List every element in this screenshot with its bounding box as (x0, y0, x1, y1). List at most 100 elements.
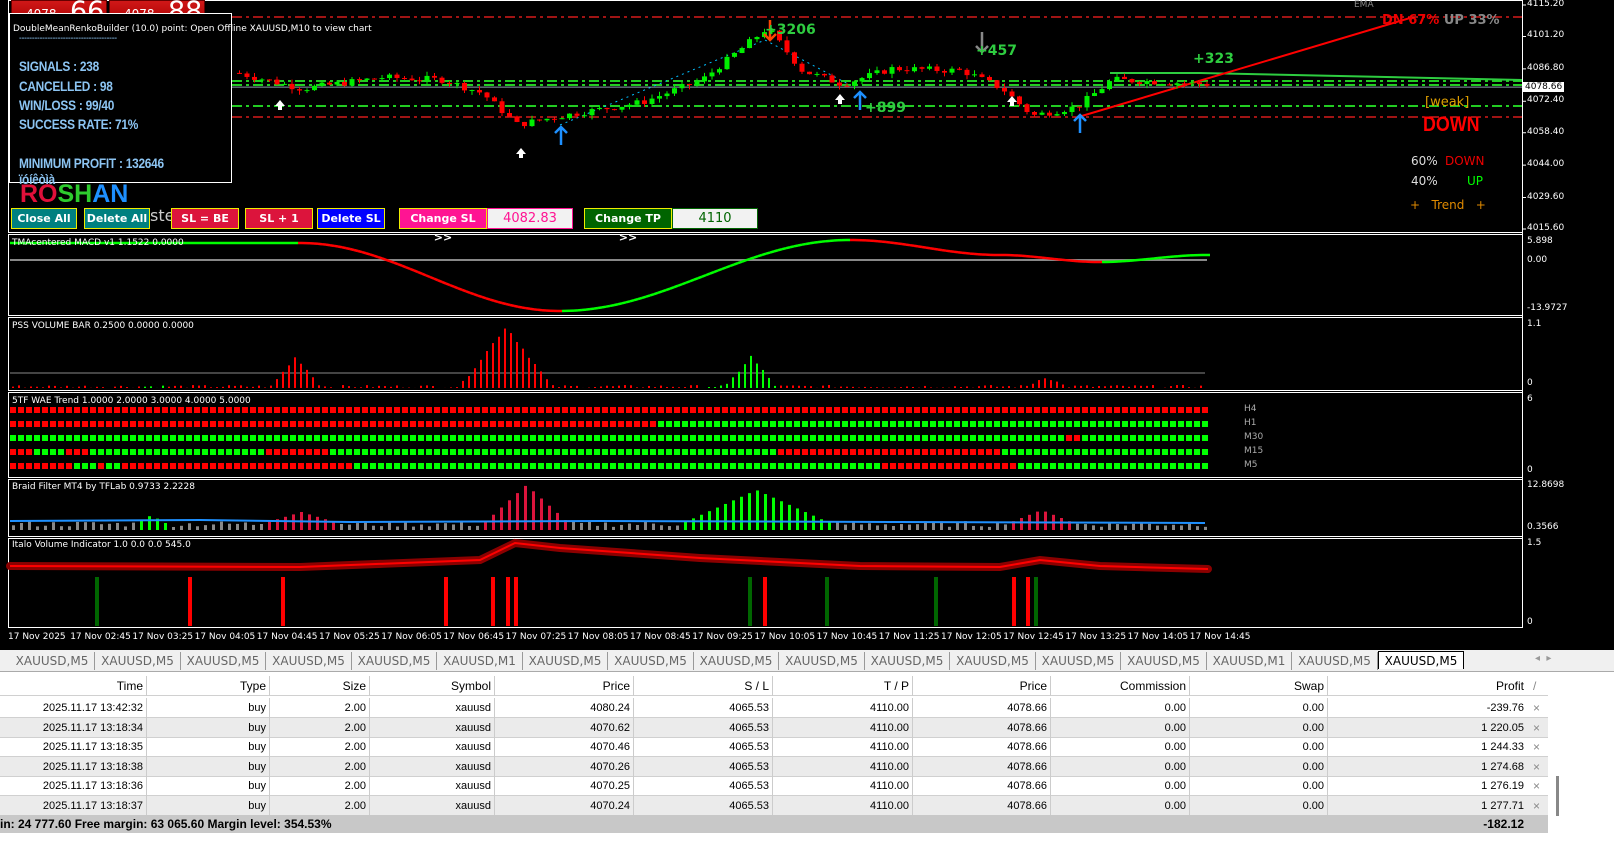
column-header[interactable]: Swap (1190, 676, 1328, 696)
pss-bar (222, 386, 224, 388)
wae-cell (1162, 449, 1168, 455)
tab-chart[interactable]: XAUUSD,M5 (267, 652, 352, 670)
price-tick: 4044.00 (1527, 159, 1565, 170)
delete-all-button[interactable]: Delete All (84, 208, 150, 229)
close-position-icon[interactable]: × (1533, 759, 1541, 774)
macd-line-segment (517, 305, 523, 309)
tp-value-input[interactable]: 4110 (672, 208, 758, 229)
macd-line-segment (697, 275, 703, 280)
table-row[interactable]: 2025.11.17 13:18:37 buy 2.00 xauusd 4070.24 4… (0, 796, 1548, 816)
table-row[interactable]: 2025.11.17 13:18:34 buy 2.00 xauusd 4070.62 4… (0, 717, 1548, 738)
wae-cell (178, 463, 184, 469)
close-position-icon[interactable]: × (1533, 779, 1541, 794)
macd-line-segment (521, 306, 527, 310)
tab-chart[interactable]: XAUUSD,M5 (10, 652, 95, 670)
tab-chart[interactable]: XAUUSD,M5 (1378, 651, 1464, 669)
braid-bar (476, 525, 479, 530)
panel-border (8, 317, 1523, 391)
wae-cell (1090, 449, 1096, 455)
close-position-icon[interactable]: × (1533, 740, 1541, 755)
bull-candle (724, 56, 730, 70)
tab-chart[interactable]: XAUUSD,M5 (1122, 652, 1207, 670)
macd-line-segment (357, 249, 363, 254)
table-row[interactable]: 2025.11.17 13:18:36 buy 2.00 xauusd 4070.25 4… (0, 776, 1548, 797)
tab-chart[interactable]: XAUUSD,M5 (694, 652, 779, 670)
wae-cell (986, 407, 992, 413)
column-header[interactable]: Type (147, 676, 270, 696)
time-tick: 17 Nov 08:45 (630, 632, 691, 642)
wae-cell (946, 449, 952, 455)
change-tp-button[interactable]: Change TP >> (584, 208, 672, 244)
braid-bar (412, 526, 415, 530)
sl-plus-one-button[interactable]: SL + 1 (245, 208, 313, 229)
profit-label: +323 (1193, 51, 1234, 67)
table-row[interactable]: 2025.11.17 13:18:35 buy 2.00 xauusd 4070.46 4… (0, 737, 1548, 758)
tab-scroll-arrows[interactable]: ◂ ▸ (1535, 653, 1552, 664)
wae-cell (282, 435, 288, 441)
wae-cell (378, 463, 384, 469)
tab-chart[interactable]: XAUUSD,M5 (865, 652, 950, 670)
wae-cell (1018, 449, 1024, 455)
table-row[interactable]: 2025.11.17 13:18:38 buy 2.00 xauusd 4070.26 4… (0, 756, 1548, 777)
column-header[interactable]: Price (495, 676, 634, 696)
close-position-icon[interactable]: × (1533, 720, 1541, 735)
bear-candle (552, 118, 557, 120)
wae-cell (378, 407, 384, 413)
table-row[interactable]: 2025.11.17 13:42:32 buy 2.00 xauusd 4080.24 4… (0, 698, 1548, 718)
table-cell: 0.00 (1051, 717, 1190, 738)
wae-cell (834, 435, 840, 441)
change-sl-button[interactable]: Change SL >> (399, 208, 487, 244)
tab-chart[interactable]: XAUUSD,M5 (1036, 652, 1121, 670)
column-header[interactable]: Symbol (370, 676, 495, 696)
sl-value-input[interactable]: 4082.83 (487, 208, 573, 229)
tab-chart[interactable]: XAUUSD,M1 (438, 652, 523, 670)
signal-path (559, 39, 851, 126)
wae-cell (402, 421, 408, 427)
column-header[interactable]: S / L (634, 676, 773, 696)
bear-candle (1047, 112, 1052, 116)
close-position-icon[interactable]: × (1533, 799, 1541, 813)
column-header[interactable]: Price (913, 676, 1051, 696)
tab-chart[interactable]: XAUUSD,M5 (523, 652, 608, 670)
pss-bar (228, 385, 230, 388)
sl-breakeven-button[interactable]: SL = BE (171, 208, 239, 229)
column-header[interactable]: Commission (1051, 676, 1190, 696)
wae-cell (506, 449, 512, 455)
wae-cell (178, 421, 184, 427)
wae-cell (146, 449, 152, 455)
tab-chart[interactable]: XAUUSD,M5 (96, 652, 181, 670)
tab-chart[interactable]: XAUUSD,M1 (1207, 652, 1292, 670)
macd-line-segment (597, 306, 603, 310)
wae-cell (338, 421, 344, 427)
close-all-button[interactable]: Close All (11, 208, 77, 229)
tab-chart[interactable]: XAUUSD,M5 (352, 652, 437, 670)
tab-chart[interactable]: XAUUSD,M5 (609, 652, 694, 670)
column-header[interactable]: Profit (1495, 679, 1524, 693)
chart-window[interactable]: 407866 407888 --------------------------… (0, 0, 1614, 650)
delete-sl-button[interactable]: Delete SL (317, 208, 385, 229)
braid-bar (780, 501, 783, 530)
tab-chart[interactable]: XAUUSD,M5 (951, 652, 1036, 670)
wae-cell (1090, 407, 1096, 413)
tab-chart[interactable]: XAUUSD,M5 (181, 652, 266, 670)
table-scrollbar[interactable] (1556, 776, 1559, 816)
column-header[interactable]: Time (0, 676, 147, 696)
table-cell: 4070.46 (495, 737, 634, 758)
wae-cell (770, 435, 776, 441)
close-position-icon[interactable]: × (1533, 701, 1541, 715)
macd-line-segment (633, 297, 639, 302)
column-header[interactable]: Size (270, 676, 370, 696)
wae-cell (738, 435, 744, 441)
braid-bar (652, 523, 655, 530)
pss-bar (1116, 385, 1118, 388)
tab-chart[interactable]: XAUUSD,M5 (780, 652, 865, 670)
tab-chart[interactable]: XAUUSD,M5 (1293, 652, 1378, 670)
column-header[interactable]: T / P (773, 676, 913, 696)
pss-bar (1026, 385, 1028, 388)
wae-cell (1106, 407, 1112, 413)
wae-cell (418, 449, 424, 455)
braid-bar (1164, 525, 1167, 530)
wae-cell (618, 449, 624, 455)
wae-cell (482, 463, 488, 469)
pss-bar (864, 386, 866, 388)
